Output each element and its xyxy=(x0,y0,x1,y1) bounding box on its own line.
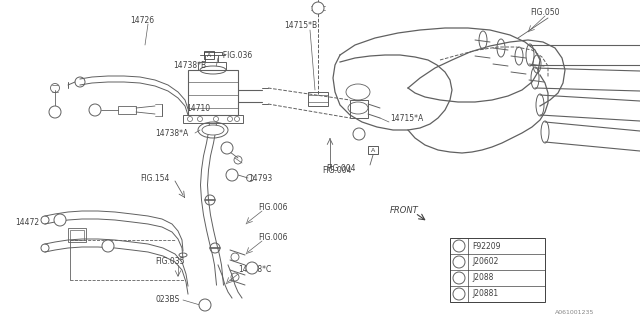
Circle shape xyxy=(353,128,365,140)
Circle shape xyxy=(54,214,66,226)
Text: 3: 3 xyxy=(316,5,320,11)
Text: FIG.036: FIG.036 xyxy=(218,51,252,60)
Text: FIG.004: FIG.004 xyxy=(326,164,355,172)
Text: 3: 3 xyxy=(53,109,57,115)
Text: A061001235: A061001235 xyxy=(555,309,595,315)
Text: 2: 2 xyxy=(225,146,229,150)
Text: 14715*B: 14715*B xyxy=(284,20,317,29)
Text: 14715*A: 14715*A xyxy=(390,114,423,123)
Bar xyxy=(188,70,238,115)
Circle shape xyxy=(453,240,465,252)
Bar xyxy=(68,228,86,242)
Bar xyxy=(450,238,545,302)
Text: 023BS: 023BS xyxy=(155,295,179,305)
Text: FIG.004: FIG.004 xyxy=(322,165,351,174)
Circle shape xyxy=(49,106,61,118)
Text: 14738*B: 14738*B xyxy=(173,60,206,69)
Bar xyxy=(183,115,243,123)
Circle shape xyxy=(453,272,465,284)
Text: FIG.050: FIG.050 xyxy=(530,7,559,17)
Text: 2: 2 xyxy=(250,266,254,270)
Text: A: A xyxy=(207,52,211,58)
Text: 2: 2 xyxy=(457,260,461,265)
Text: J2088: J2088 xyxy=(472,274,493,283)
Ellipse shape xyxy=(202,125,224,135)
Bar xyxy=(70,230,84,240)
Circle shape xyxy=(226,169,238,181)
Circle shape xyxy=(221,142,233,154)
Text: 4: 4 xyxy=(457,292,461,297)
Text: F92209: F92209 xyxy=(472,242,500,251)
Bar xyxy=(204,51,214,59)
Circle shape xyxy=(102,240,114,252)
Text: 14738*C: 14738*C xyxy=(238,266,271,275)
Circle shape xyxy=(453,288,465,300)
Circle shape xyxy=(89,104,101,116)
Circle shape xyxy=(246,262,258,274)
Text: FIG.006: FIG.006 xyxy=(258,233,287,242)
Circle shape xyxy=(312,2,324,14)
Text: 3: 3 xyxy=(357,132,361,137)
Text: 14726: 14726 xyxy=(130,15,154,25)
Text: 1: 1 xyxy=(457,244,461,249)
Circle shape xyxy=(453,256,465,268)
Text: FIG.035: FIG.035 xyxy=(155,258,184,267)
Text: 14710: 14710 xyxy=(186,103,210,113)
Bar xyxy=(198,62,226,70)
Text: 4: 4 xyxy=(230,172,234,178)
Text: J20602: J20602 xyxy=(472,258,499,267)
Text: 1: 1 xyxy=(106,244,110,249)
Text: 14793: 14793 xyxy=(248,173,272,182)
Text: 14472: 14472 xyxy=(15,218,39,227)
Text: 4: 4 xyxy=(93,108,97,113)
Bar xyxy=(368,146,378,154)
Text: 3: 3 xyxy=(457,276,461,281)
Text: J20881: J20881 xyxy=(472,290,498,299)
Text: A: A xyxy=(371,148,375,153)
Circle shape xyxy=(199,299,211,311)
Text: 3: 3 xyxy=(203,302,207,308)
Bar xyxy=(308,92,328,106)
Bar xyxy=(118,106,136,114)
Text: 1: 1 xyxy=(58,218,62,222)
Ellipse shape xyxy=(200,66,226,74)
Text: FIG.006: FIG.006 xyxy=(258,203,287,212)
Text: 14738*A: 14738*A xyxy=(155,129,188,138)
Text: FRONT: FRONT xyxy=(390,205,419,214)
Bar xyxy=(350,100,368,118)
Text: FIG.154: FIG.154 xyxy=(140,173,170,182)
